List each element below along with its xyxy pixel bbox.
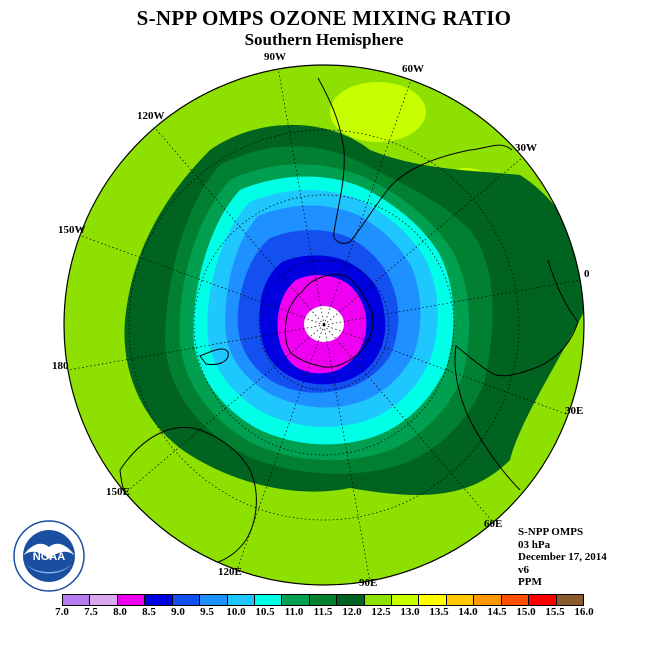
coastlines: [119, 77, 579, 567]
latitude-circle-1: [258, 259, 390, 391]
colorbar-swatch: [254, 595, 283, 605]
colorbar-label: 14.0: [458, 606, 478, 618]
colorbar-swatch: [172, 595, 201, 605]
info-instrument: S-NPP OMPS: [518, 526, 584, 538]
lon-label-120w: 120W: [137, 110, 165, 122]
colorbar-label: 14.5: [487, 606, 507, 618]
lon-label-60e: 60E: [484, 518, 503, 530]
page-subtitle: Southern Hemisphere: [244, 30, 404, 49]
colorbar-swatch: [90, 595, 118, 605]
colorbar-swatch: [446, 595, 475, 605]
colorbar-label: 11.0: [284, 606, 304, 618]
colorbar-swatch: [501, 595, 530, 605]
colorbar-label: 8.5: [142, 606, 156, 618]
colorbar-label: 13.5: [429, 606, 449, 618]
colorbar-swatch: [200, 595, 228, 605]
colorbar: [62, 594, 584, 606]
colorbar-label: 15.5: [545, 606, 565, 618]
lon-label-30e: 30E: [565, 405, 584, 417]
meridian-120w: [155, 128, 325, 326]
noaa-logo: NOAA: [12, 519, 86, 598]
meridian-60e: [323, 324, 493, 522]
colorbar-label: 15.0: [516, 606, 536, 618]
colorbar-label: 16.0: [574, 606, 594, 618]
colorbar-swatch: [419, 595, 447, 605]
colorbar-swatch: [282, 595, 310, 605]
colorbar-swatch: [556, 595, 584, 605]
meridian-60w: [323, 79, 412, 326]
colorbar-swatch: [117, 595, 146, 605]
lon-label-120e: 120E: [218, 566, 242, 578]
noaa-logo-text: NOAA: [33, 551, 65, 563]
colorbar-label: 12.5: [371, 606, 391, 618]
lon-label-60w: 60W: [402, 63, 424, 75]
lon-label-30w: 30W: [515, 142, 537, 154]
meridian-180: [67, 324, 325, 371]
colorbar-label: 8.0: [113, 606, 127, 618]
graticule: [67, 67, 581, 583]
colorbar-swatch: [227, 595, 255, 605]
colorbar-swatch: [364, 595, 393, 605]
info-units: PPM: [518, 576, 542, 589]
colorbar-swatch: [474, 595, 502, 605]
latitude-circle-2: [193, 194, 455, 456]
colorbar-swatch: [309, 595, 338, 605]
product-info: S-NPP OMPS 03 hPa December 17, 2014 v6 P…: [518, 526, 607, 589]
colorbar-swatch: [392, 595, 420, 605]
info-pressure: 03 hPa: [518, 538, 551, 551]
south-america-coast: [317, 77, 513, 244]
meridian-0: [323, 279, 581, 326]
antarctica-coast: [284, 274, 374, 368]
meridian-150e: [124, 324, 325, 494]
colorbar-label: 9.0: [171, 606, 185, 618]
colorbar-swatch: [337, 595, 365, 605]
colorbar-label: 12.0: [342, 606, 362, 618]
lon-label-90e: 90E: [359, 577, 378, 589]
colorbar-label: 10.0: [226, 606, 246, 618]
lon-label-180: 180: [52, 360, 69, 372]
colorbar-label: 10.5: [255, 606, 275, 618]
colorbar-swatch: [529, 595, 557, 605]
patch-12-5-a: [330, 82, 426, 142]
meridian-120e: [236, 324, 325, 571]
colorbar-swatch: [145, 595, 173, 605]
lon-label-150w: 150W: [58, 224, 86, 236]
info-date: December 17, 2014: [518, 551, 607, 564]
lon-label-90w: 90W: [264, 51, 286, 63]
colorbar-label: 11.5: [313, 606, 333, 618]
colorbar-label: 9.5: [200, 606, 214, 618]
lon-label-150e: 150E: [106, 486, 130, 498]
map-border: [63, 64, 585, 586]
south-pole-marker: [322, 322, 326, 326]
new-zealand-coast: [199, 348, 229, 365]
info-version: v6: [518, 563, 529, 576]
meridian-30w: [323, 156, 524, 326]
africa-coast: [454, 259, 579, 491]
colorbar-label: 13.0: [400, 606, 420, 618]
colorbar-label: 7.0: [55, 606, 69, 618]
colorbar-swatch: [63, 595, 91, 605]
colorbar-label: 7.5: [84, 606, 98, 618]
lon-label-0: 0: [584, 268, 590, 280]
page-title: S-NPP OMPS OZONE MIXING RATIO: [136, 6, 512, 30]
colorbar-labels: 7.0 7.5 8.0 8.5 9.0 9.5 10.0 10.5 11.0 11.5 12.0 12…: [0, 606, 648, 622]
latitude-circle-3: [128, 129, 520, 521]
